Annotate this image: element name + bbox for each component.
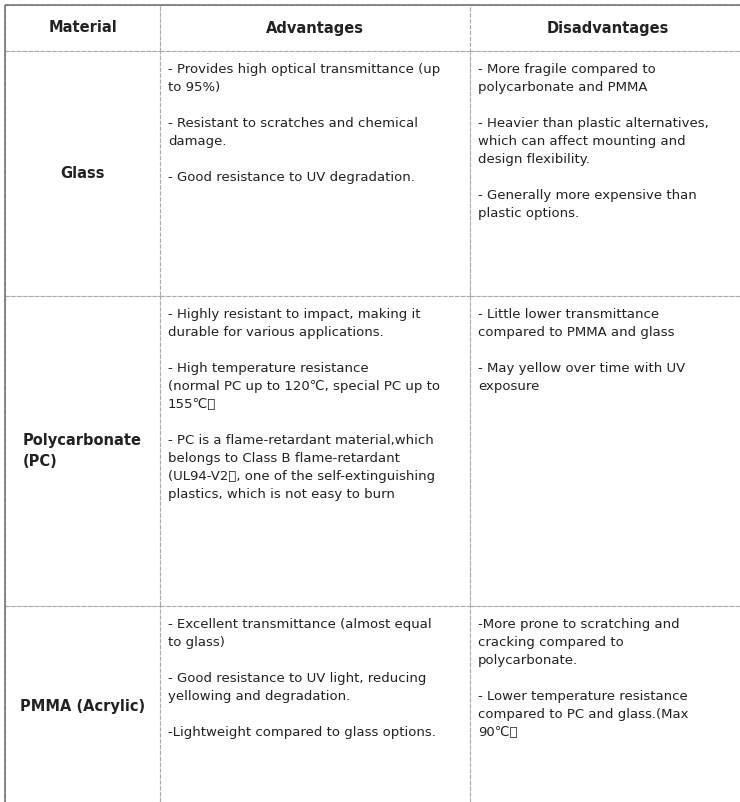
Text: Polycarbonate
(PC): Polycarbonate (PC) bbox=[23, 433, 142, 469]
Text: -More prone to scratching and
cracking compared to
polycarbonate.

- Lower tempe: -More prone to scratching and cracking c… bbox=[478, 618, 688, 739]
Text: - Excellent transmittance (almost equal
to glass)

- Good resistance to UV light: - Excellent transmittance (almost equal … bbox=[168, 618, 436, 739]
Text: PMMA (Acrylic): PMMA (Acrylic) bbox=[20, 699, 145, 714]
Bar bbox=[470, 606, 740, 802]
Text: Glass: Glass bbox=[60, 166, 105, 181]
Bar bbox=[470, 296, 740, 606]
Bar bbox=[5, 5, 160, 51]
Text: Disadvantages: Disadvantages bbox=[546, 21, 669, 35]
Bar bbox=[5, 606, 160, 802]
Text: Material: Material bbox=[48, 21, 117, 35]
Bar bbox=[470, 51, 740, 296]
Bar bbox=[160, 606, 470, 802]
Text: - Highly resistant to impact, making it
durable for various applications.

- Hig: - Highly resistant to impact, making it … bbox=[168, 308, 440, 501]
Text: - Provides high optical transmittance (up
to 95%)

- Resistant to scratches and : - Provides high optical transmittance (u… bbox=[168, 63, 440, 184]
Bar bbox=[470, 5, 740, 51]
Bar bbox=[5, 51, 160, 296]
Bar bbox=[5, 296, 160, 606]
Bar bbox=[160, 5, 470, 51]
Text: - Little lower transmittance
compared to PMMA and glass

- May yellow over time : - Little lower transmittance compared to… bbox=[478, 308, 685, 393]
Bar bbox=[160, 51, 470, 296]
Text: - More fragile compared to
polycarbonate and PMMA

- Heavier than plastic altern: - More fragile compared to polycarbonate… bbox=[478, 63, 709, 220]
Bar bbox=[160, 296, 470, 606]
Text: Advantages: Advantages bbox=[266, 21, 364, 35]
